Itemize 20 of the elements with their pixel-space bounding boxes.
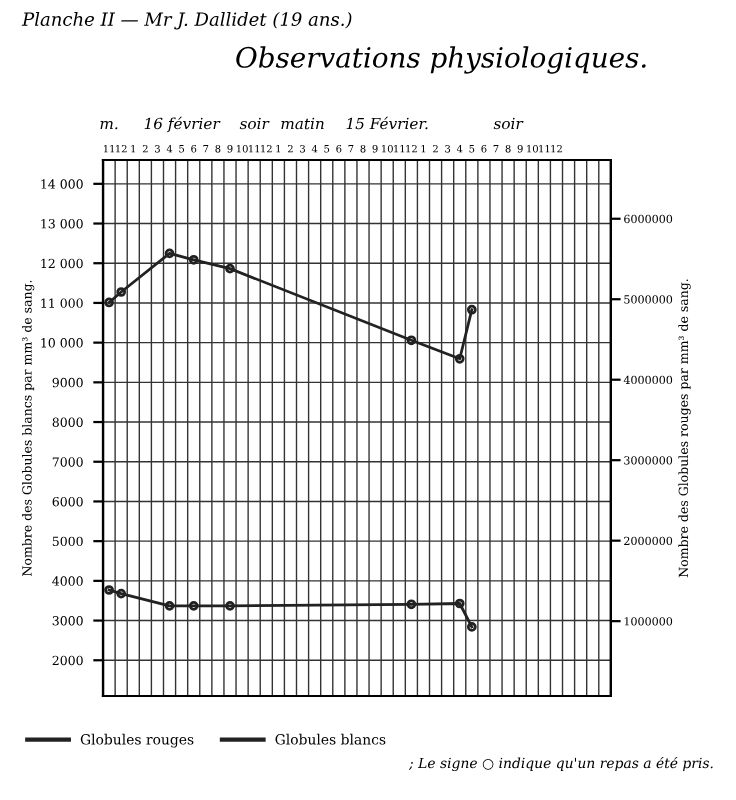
point [454, 353, 465, 364]
point [406, 335, 417, 346]
point [164, 601, 175, 611]
point [188, 601, 199, 611]
chart-subtitle: Planche II — Mr J. Dallidet (19 ans.) [21, 12, 352, 30]
line-series [104, 248, 477, 364]
point [225, 263, 235, 274]
chart-title: Observations physiologiques. [236, 46, 646, 74]
point [116, 287, 127, 297]
point [406, 599, 417, 610]
point [454, 598, 465, 609]
point [225, 601, 235, 611]
point [466, 622, 477, 632]
point [116, 588, 127, 599]
point [188, 254, 199, 265]
line-series [104, 585, 477, 632]
point [466, 304, 477, 315]
point [104, 585, 114, 595]
point [104, 297, 114, 308]
point [164, 248, 175, 259]
